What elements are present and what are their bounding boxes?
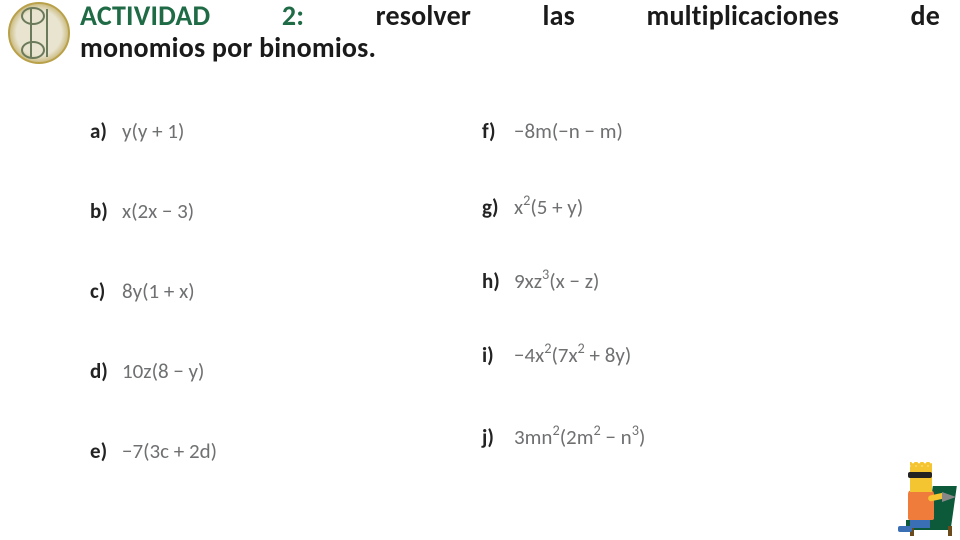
exercise-expression: 8y(1 + x): [122, 278, 195, 304]
exercise-item: h)9xz3(x − z): [482, 266, 599, 294]
exercise-expression: −7(3c + 2d): [122, 438, 217, 464]
exercise-label: g): [482, 194, 514, 220]
exercise-expression: 9xz3(x − z): [514, 268, 599, 294]
exercise-item: c)8y(1 + x): [90, 278, 195, 304]
exercise-label: c): [90, 278, 122, 304]
exercise-expression: x(2x − 3): [122, 198, 194, 224]
exercise-expression: y(y + 1): [122, 118, 184, 144]
header-line1: ACTIVIDAD 2: resolver las multiplicacion…: [80, 0, 940, 32]
exercise-label: i): [482, 342, 514, 368]
school-logo: [8, 2, 70, 64]
exercise-expression: x2(5 + y): [514, 194, 583, 220]
exercise-expression: −4x2(7x2 + 8y): [514, 342, 631, 368]
exercise-label: a): [90, 118, 122, 144]
exercise-item: e)−7(3c + 2d): [90, 438, 217, 464]
exercise-content: a)y(y + 1) b)x(2x − 3) c)8y(1 + x) d)10z(8 …: [0, 118, 960, 540]
exercise-item: a)y(y + 1): [90, 118, 184, 144]
exercise-label: d): [90, 358, 122, 384]
activity-header: ACTIVIDAD 2: resolver las multiplicacion…: [80, 0, 940, 64]
exercise-label: b): [90, 198, 122, 224]
exercise-item: i)−4x2(7x2 + 8y): [482, 340, 631, 368]
exercise-expression: −8m(−n − m): [514, 118, 623, 144]
bart-director-icon: [876, 444, 954, 536]
exercise-item: d)10z(8 − y): [90, 358, 204, 384]
exercise-label: f): [482, 118, 514, 144]
exercise-label: h): [482, 268, 514, 294]
activity-title-prefix: ACTIVIDAD 2:: [80, 0, 304, 33]
exercise-label: j): [482, 424, 514, 450]
exercise-expression: 3mn2(2m2 − n3): [514, 424, 645, 450]
exercise-item: j)3mn2(2m2 − n3): [482, 422, 645, 450]
header-line2: monomios por binomios.: [80, 32, 940, 64]
exercise-expression: 10z(8 − y): [122, 358, 204, 384]
exercise-item: f)−8m(−n − m): [482, 118, 623, 144]
exercise-item: b)x(2x − 3): [90, 198, 194, 224]
exercise-label: e): [90, 438, 122, 464]
activity-title-rest: resolver las multiplicaciones de: [304, 0, 940, 33]
exercise-item: g)x2(5 + y): [482, 192, 583, 220]
